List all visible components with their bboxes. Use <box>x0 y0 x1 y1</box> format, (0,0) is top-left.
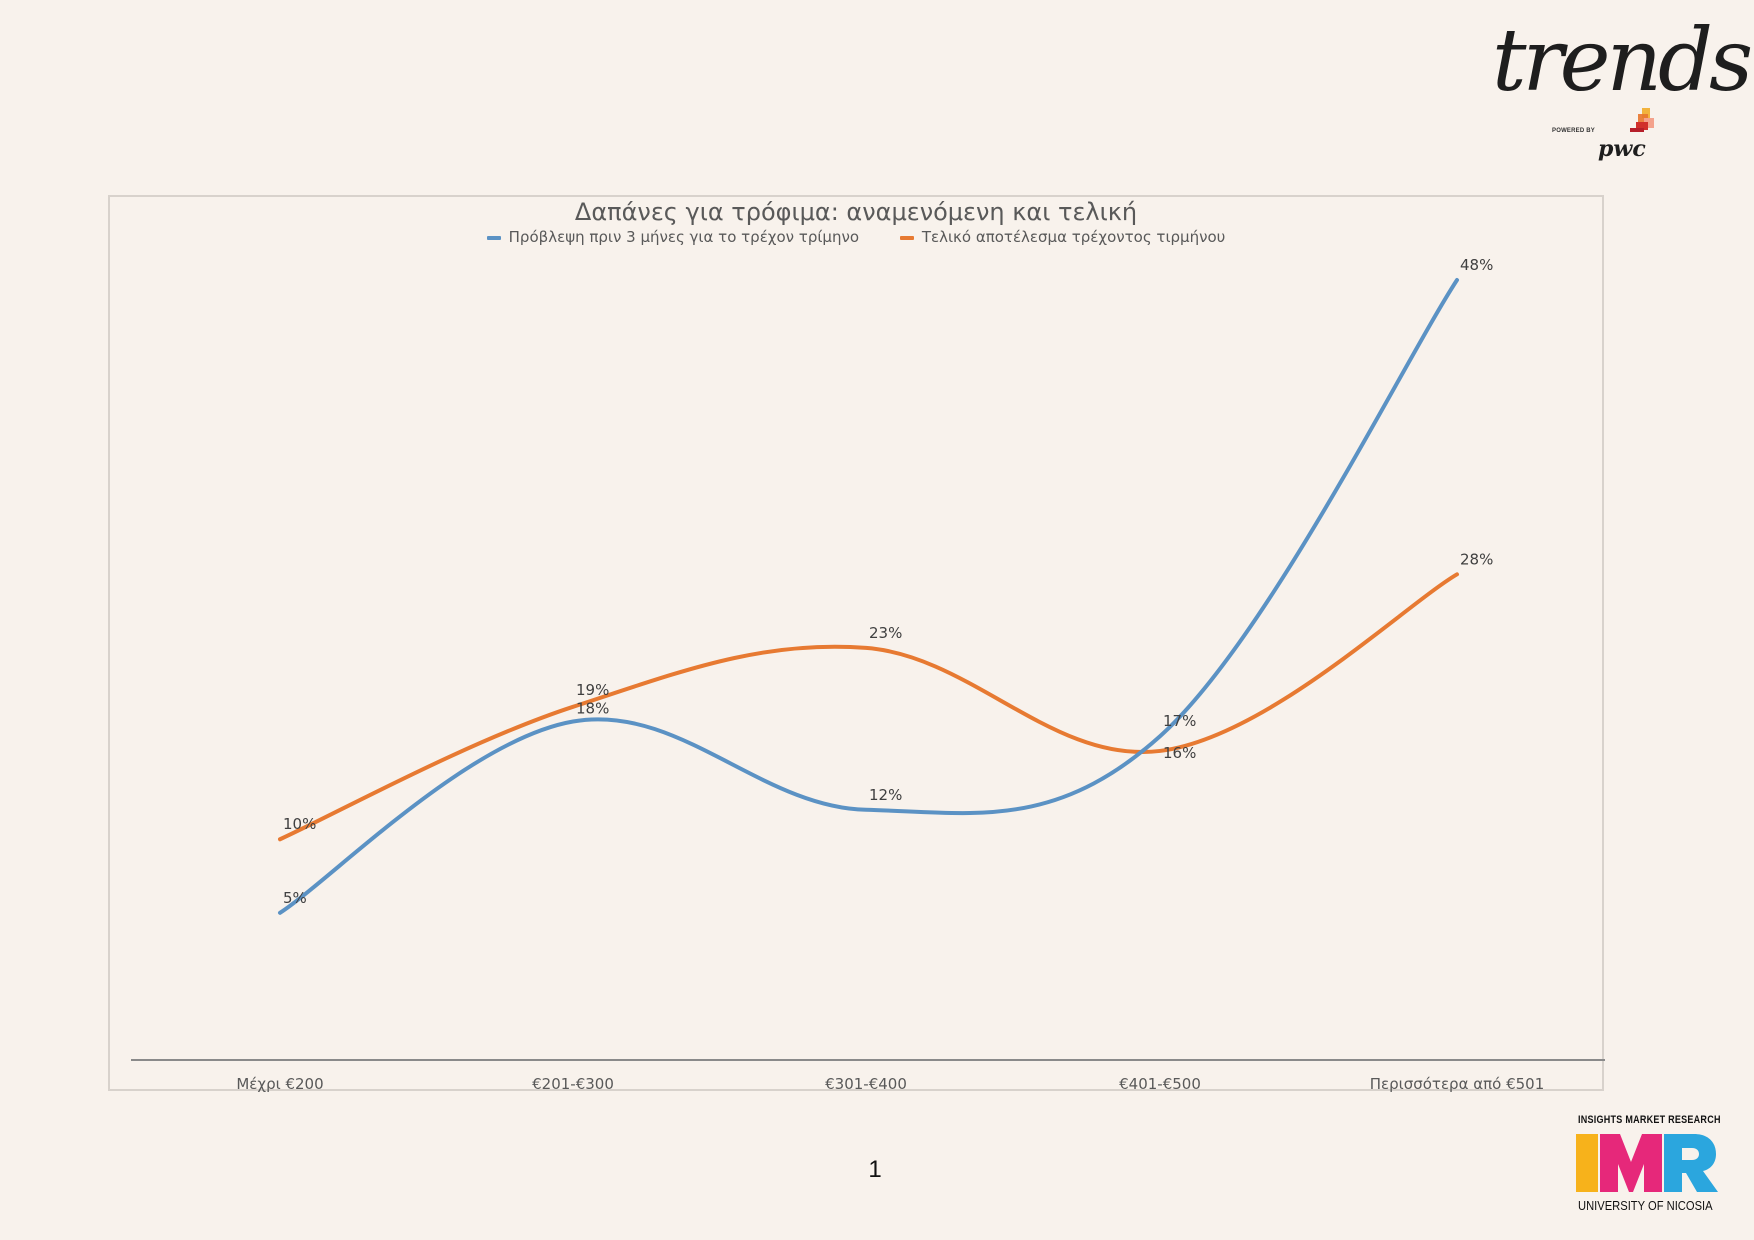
chart-legend: Πρόβλεψη πριν 3 μήνες για το τρέχον τρίμ… <box>108 228 1604 246</box>
data-label-forecast: 48% <box>1460 256 1493 274</box>
chart-title: Δαπάνες για τρόφιμα: αναμενόμενη και τελ… <box>574 198 1138 226</box>
data-label-actual: 28% <box>1460 550 1493 568</box>
powered-by-text: POWERED BY <box>1552 128 1596 134</box>
chart-frame <box>108 195 1604 1091</box>
legend-item-actual: Τελικό αποτέλεσμα τρέχοντος τιρμήνου <box>899 228 1226 246</box>
page-number: 1 <box>868 1156 882 1183</box>
data-label-actual: 23% <box>869 624 902 642</box>
imr-logo: INSIGHTS MARKET RESEARCH UNIVERSITY OF N… <box>1576 1114 1721 1214</box>
x-tick-label: €201-€300 <box>532 1075 614 1093</box>
x-tick-label: Μέχρι €200 <box>236 1075 323 1093</box>
data-label-forecast: 12% <box>869 786 902 804</box>
data-label-forecast: 18% <box>576 700 609 718</box>
pwc-blocks-icon <box>1630 108 1654 132</box>
data-label-actual: 16% <box>1163 744 1196 762</box>
data-label-actual: 10% <box>283 815 316 833</box>
imr-letters-icon <box>1576 1134 1718 1192</box>
pwc-logo-text: pwc <box>1598 136 1646 162</box>
x-tick-label: €301-€400 <box>825 1075 907 1093</box>
legend-item-forecast: Πρόβλεψη πριν 3 μήνες για το τρέχον τρίμ… <box>486 228 860 246</box>
legend-swatch-actual <box>899 235 914 240</box>
x-tick-label: Περισσότερα από €501 <box>1370 1075 1545 1093</box>
trends-pwc-logo: trends POWERED BY pwc <box>1480 18 1753 168</box>
data-label-forecast: 17% <box>1163 712 1196 730</box>
legend-label-actual: Τελικό αποτέλεσμα τρέχοντος τιρμήνου <box>921 228 1226 246</box>
trends-logo-text: trends <box>1492 11 1753 111</box>
x-tick-label: €401-€500 <box>1119 1075 1201 1093</box>
series-line-actual <box>278 572 1459 842</box>
legend-swatch-forecast <box>486 235 501 240</box>
data-label-actual: 19% <box>576 681 609 699</box>
imr-logo-top-text: INSIGHTS MARKET RESEARCH <box>1578 1114 1721 1126</box>
legend-label-forecast: Πρόβλεψη πριν 3 μήνες για το τρέχον τρίμ… <box>508 228 860 246</box>
imr-logo-bottom-text: UNIVERSITY OF NICOSIA <box>1578 1198 1713 1213</box>
data-label-forecast: 5% <box>283 889 307 907</box>
series-line-forecast <box>278 278 1459 915</box>
